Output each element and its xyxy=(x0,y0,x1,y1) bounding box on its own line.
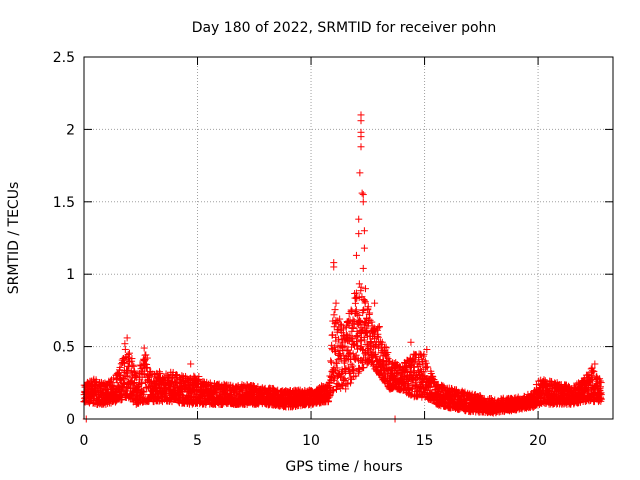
data-point xyxy=(130,362,138,370)
data-point xyxy=(407,338,415,346)
x-tick-label: 10 xyxy=(302,433,320,449)
x-tick-label: 15 xyxy=(416,433,434,449)
data-point xyxy=(332,299,340,307)
data-point xyxy=(140,344,148,352)
data-point xyxy=(106,377,114,385)
y-tick-label: 1.5 xyxy=(53,195,75,211)
x-tick-label: 20 xyxy=(529,433,547,449)
data-point xyxy=(357,133,365,141)
data-point xyxy=(336,315,344,323)
y-tick-labels: 0 0.5 1 1.5 2 2.5 xyxy=(53,50,75,428)
data-point xyxy=(140,388,148,396)
data-point xyxy=(360,364,368,372)
y-axis-label: SRMTID / TECUs xyxy=(6,182,22,295)
data-point xyxy=(162,370,170,378)
y-tick-label: 1 xyxy=(66,267,75,283)
data-point xyxy=(356,169,364,177)
data-point xyxy=(359,264,367,272)
x-tick-labels: 0 5 10 15 20 xyxy=(80,433,547,449)
data-point xyxy=(120,376,128,384)
data-point xyxy=(143,363,151,371)
data-point xyxy=(357,117,365,125)
data-point xyxy=(124,373,132,381)
data-point xyxy=(143,354,151,362)
data-point xyxy=(357,143,365,151)
y-tick-label: 0 xyxy=(66,412,75,428)
data-point xyxy=(116,363,124,371)
data-point xyxy=(118,395,126,403)
data-point xyxy=(143,361,151,369)
data-point xyxy=(187,360,195,368)
data-point xyxy=(156,369,164,377)
y-tick-label: 2.5 xyxy=(53,50,75,66)
data-point xyxy=(130,378,138,386)
data-point xyxy=(129,361,137,369)
data-point xyxy=(359,198,367,206)
data-point xyxy=(352,251,360,259)
x-tick-label: 0 xyxy=(80,433,89,449)
data-point xyxy=(331,306,339,314)
chart-title: Day 180 of 2022, SRMTID for receiver poh… xyxy=(192,20,497,36)
data-point xyxy=(360,244,368,252)
data-point xyxy=(130,380,138,388)
data-point xyxy=(124,354,132,362)
data-point xyxy=(330,263,338,271)
data-point xyxy=(128,355,136,363)
data-point xyxy=(358,189,366,197)
data-point xyxy=(357,283,365,291)
data-point xyxy=(121,360,129,368)
data-points xyxy=(80,111,605,423)
x-tick-label: 5 xyxy=(193,433,202,449)
data-point xyxy=(355,280,363,288)
data-point xyxy=(330,311,338,319)
data-point xyxy=(168,378,176,386)
x-axis-label: GPS time / hours xyxy=(285,459,402,475)
data-point xyxy=(339,343,347,351)
data-point xyxy=(359,191,367,199)
data-point xyxy=(371,299,379,307)
data-point xyxy=(355,215,363,223)
y-tick-label: 2 xyxy=(66,122,75,138)
data-point xyxy=(125,349,133,357)
data-point xyxy=(142,351,150,359)
y-tick-label: 0.5 xyxy=(53,340,75,356)
